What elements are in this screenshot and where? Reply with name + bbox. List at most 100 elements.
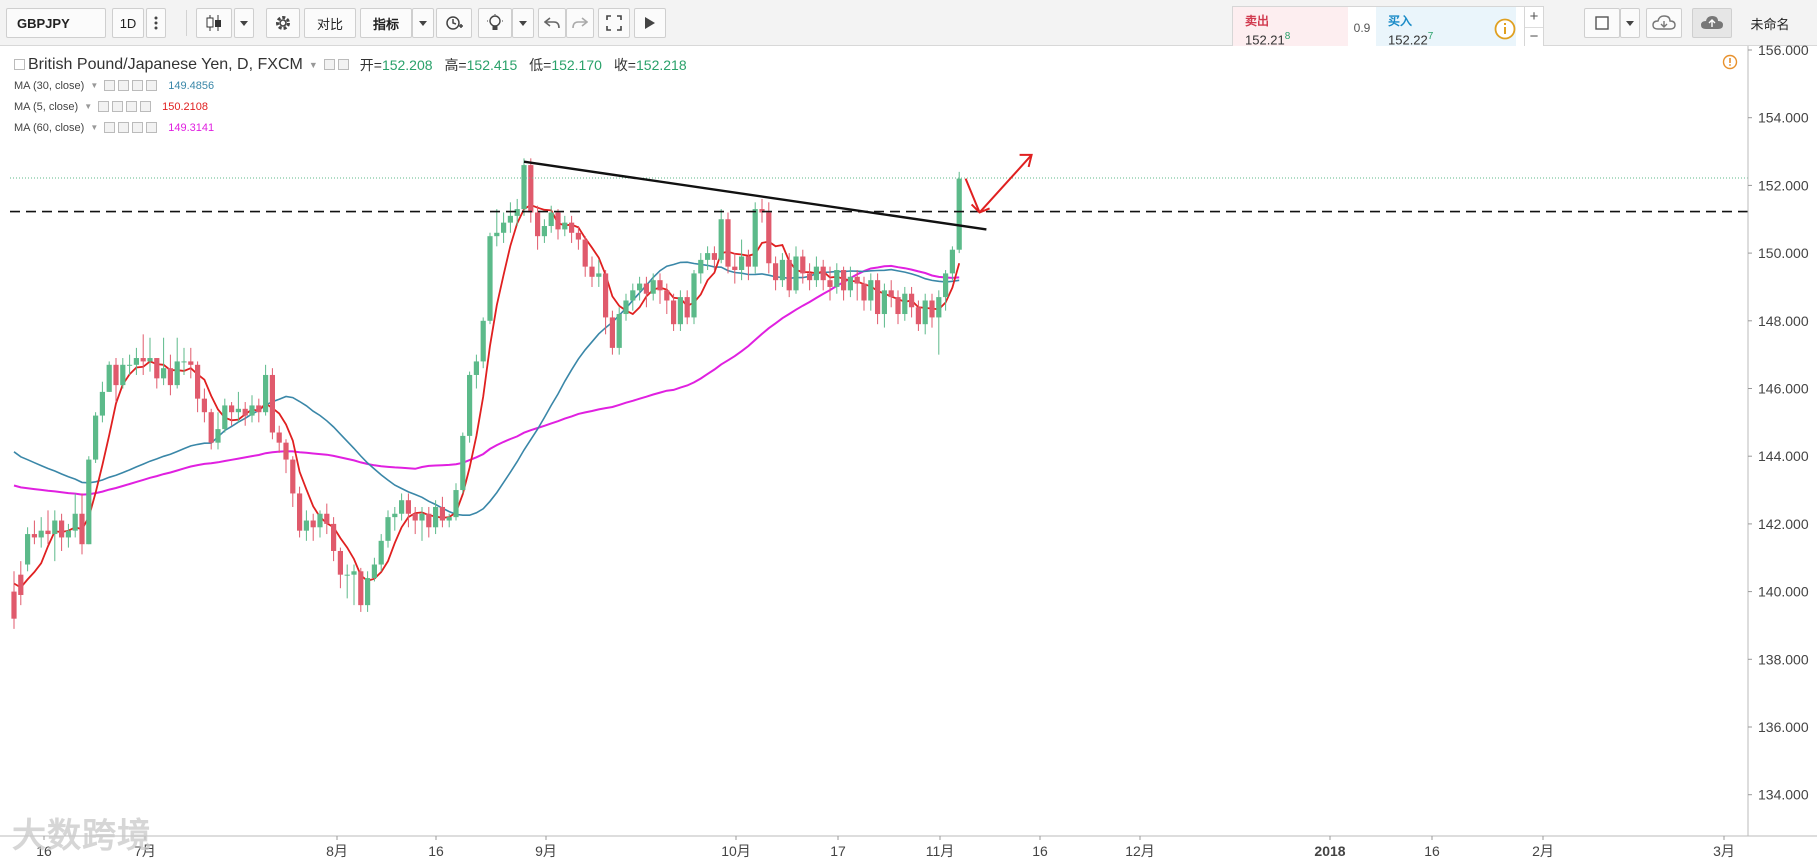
candle-body xyxy=(263,374,269,413)
ma5-dropdown-icon[interactable]: ▼ xyxy=(84,102,93,111)
arrow-head-down xyxy=(970,203,990,214)
candle-body xyxy=(303,520,309,531)
replay-play-icon[interactable] xyxy=(634,8,666,38)
cloud-load-icon[interactable] xyxy=(1646,8,1682,38)
price-tick-label: 136.000 xyxy=(1758,719,1809,735)
candle-body xyxy=(38,530,44,538)
symbol-search-button[interactable]: GBPJPY xyxy=(6,8,106,38)
ideas-dropdown-icon[interactable] xyxy=(512,8,534,38)
candle-body xyxy=(439,506,445,521)
ma5-settings-icon[interactable] xyxy=(112,101,124,112)
fullscreen-icon[interactable] xyxy=(598,8,630,38)
candle-body xyxy=(256,405,262,413)
candle-body xyxy=(229,405,235,413)
candle-body xyxy=(93,415,99,460)
candle-body xyxy=(249,405,255,416)
ma60-visibility-icon[interactable] xyxy=(104,122,116,133)
compare-button[interactable]: 对比 xyxy=(304,8,356,38)
candle-body xyxy=(691,273,697,318)
time-tick-label: 9月 xyxy=(535,843,557,859)
trade-qty-stepper[interactable]: + − xyxy=(1524,6,1544,50)
time-tick-label: 10月 xyxy=(721,843,751,859)
ma60-add-icon[interactable] xyxy=(132,122,144,133)
ma5-add-icon[interactable] xyxy=(126,101,138,112)
candle-body xyxy=(603,273,609,318)
ideas-lightbulb-icon[interactable] xyxy=(478,8,512,38)
ma30-settings-icon[interactable] xyxy=(118,80,130,91)
cloud-save-icon[interactable] xyxy=(1692,8,1732,38)
candle-body xyxy=(127,364,133,366)
layout-dropdown-icon[interactable] xyxy=(1620,8,1640,38)
candle-body xyxy=(575,232,581,240)
indicators-button[interactable]: 指标 xyxy=(360,8,412,38)
ma5-remove-icon[interactable] xyxy=(140,101,152,112)
price-tick-label: 142.000 xyxy=(1758,516,1809,532)
chart-type-dropdown-icon[interactable] xyxy=(234,8,254,38)
time-tick-label: 8月 xyxy=(326,843,348,859)
candle-body xyxy=(140,358,146,362)
ma30-dropdown-icon[interactable]: ▼ xyxy=(90,81,99,90)
candle-body xyxy=(133,358,139,365)
redo-icon[interactable] xyxy=(566,8,594,38)
candle-body xyxy=(909,293,915,308)
candle-body xyxy=(507,215,513,223)
candle-body xyxy=(827,280,833,287)
time-tick-label: 3月 xyxy=(1713,843,1735,859)
candles-icon[interactable] xyxy=(196,8,232,38)
price-axis[interactable] xyxy=(1749,46,1817,836)
candle-body xyxy=(371,564,377,579)
candle-body xyxy=(677,297,683,325)
ma60-settings-icon[interactable] xyxy=(118,122,130,133)
plus-icon[interactable]: + xyxy=(1525,7,1543,28)
candle-body xyxy=(800,256,806,274)
candle-body xyxy=(276,432,282,443)
layout-square-icon[interactable] xyxy=(1584,8,1620,38)
resistance-trendline[interactable] xyxy=(523,160,987,231)
ma30-visibility-icon[interactable] xyxy=(104,80,116,91)
candle-body xyxy=(467,374,473,436)
candle-body xyxy=(487,236,493,321)
ma60-remove-icon[interactable] xyxy=(146,122,158,133)
info-icon[interactable] xyxy=(1488,12,1522,46)
ma5-visibility-icon[interactable] xyxy=(98,101,110,112)
chart-legend: British Pound/Japanese Yen, D, FXCM ▼ 开=… xyxy=(14,54,695,138)
candle-body xyxy=(786,259,792,291)
alert-clock-icon[interactable] xyxy=(436,8,472,38)
indicators-dropdown-icon[interactable] xyxy=(412,8,434,38)
sell-button[interactable]: 卖出 152.218 xyxy=(1233,7,1348,49)
interval-button[interactable]: 1D xyxy=(112,8,144,38)
ma30-value: 149.4856 xyxy=(168,79,215,92)
buy-button[interactable]: 买入 152.227 xyxy=(1376,7,1516,49)
candle-body xyxy=(154,358,160,379)
candle-body xyxy=(18,574,24,595)
candle-body xyxy=(759,209,765,213)
layout-name-button[interactable]: 未命名 xyxy=(1740,8,1800,38)
ma5-label: MA (5, close) xyxy=(14,100,79,113)
candle-body xyxy=(562,222,568,230)
candle-body xyxy=(65,530,71,538)
ma30-label: MA (30, close) xyxy=(14,79,85,92)
undo-icon[interactable] xyxy=(538,8,566,38)
ma60-dropdown-icon[interactable]: ▼ xyxy=(90,123,99,132)
sell-label: 卖出 xyxy=(1245,14,1270,28)
alert-warning-icon[interactable] xyxy=(1722,54,1738,75)
ma60-label: MA (60, close) xyxy=(14,121,85,134)
buy-price: 152.227 xyxy=(1388,31,1434,48)
candle-body xyxy=(514,209,520,216)
candle-body xyxy=(317,513,323,528)
interval-dropdown-icon[interactable] xyxy=(146,8,166,38)
candle-body xyxy=(365,578,371,606)
minus-icon[interactable]: − xyxy=(1529,28,1539,45)
series-visibility-icon[interactable] xyxy=(323,59,335,70)
collapse-toggle-icon[interactable] xyxy=(14,59,25,70)
candle-body xyxy=(59,520,65,538)
series-settings-icon[interactable] xyxy=(337,59,349,70)
candle-body xyxy=(501,222,507,233)
ma30-add-icon[interactable] xyxy=(132,80,144,91)
ma30-remove-icon[interactable] xyxy=(146,80,158,91)
candle-body xyxy=(269,374,275,433)
time-tick-label: 7月 xyxy=(134,843,156,859)
settings-gear-icon[interactable] xyxy=(266,8,300,38)
series-dropdown-icon[interactable]: ▼ xyxy=(308,59,318,70)
